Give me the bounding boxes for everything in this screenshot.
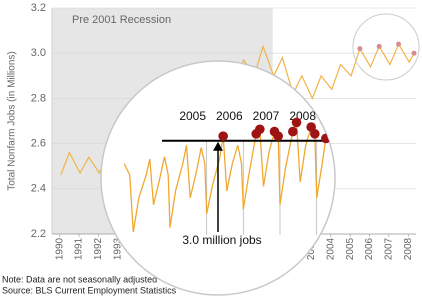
x-tick-label: 2005 [345, 237, 356, 260]
x-tick-label: 2004 [325, 237, 336, 260]
y-tick-label: 2.4 [31, 183, 46, 195]
y-tick-label: 2.6 [31, 138, 46, 150]
y-tick-label: 3.0 [31, 47, 46, 59]
highlight-dot [396, 41, 402, 47]
threshold-dot [310, 129, 320, 139]
y-tick-label: 2.8 [31, 92, 46, 104]
threshold-dot [288, 126, 298, 137]
source: Source: BLS Current Employment Statistic… [2, 285, 177, 295]
x-tick-label: 1990 [54, 237, 65, 260]
focus-ring [352, 13, 420, 81]
y-tick-label: 2.2 [31, 228, 46, 240]
highlight-dot [357, 46, 363, 52]
recession-label: Pre 2001 Recession [72, 14, 171, 26]
threshold-dot [291, 117, 302, 128]
year-label: 2005 [179, 109, 206, 123]
threshold-dot [255, 124, 265, 135]
year-label: 2006 [216, 109, 243, 123]
x-tick-label: 2007 [384, 237, 395, 260]
threshold-dot [218, 131, 228, 141]
x-tick-label: 2008 [403, 237, 414, 260]
x-tick-label: 1993 [112, 237, 123, 260]
highlight-dot [411, 50, 417, 56]
year-label: 2007 [253, 109, 280, 123]
y-axis-label: Total Nonfarm Jobs (in Millions) [7, 51, 18, 191]
note: Note: Data are not seasonally adjusted [2, 274, 157, 284]
highlight-dot [376, 43, 382, 49]
threshold-label: 3.0 million jobs [182, 233, 261, 247]
x-tick-label: 1992 [93, 237, 104, 260]
x-tick-label: 2006 [364, 237, 375, 260]
x-tick-label: 1991 [74, 237, 85, 260]
arrow-head [213, 141, 223, 151]
y-tick-label: 3.2 [31, 2, 46, 14]
threshold-dot [273, 131, 283, 141]
